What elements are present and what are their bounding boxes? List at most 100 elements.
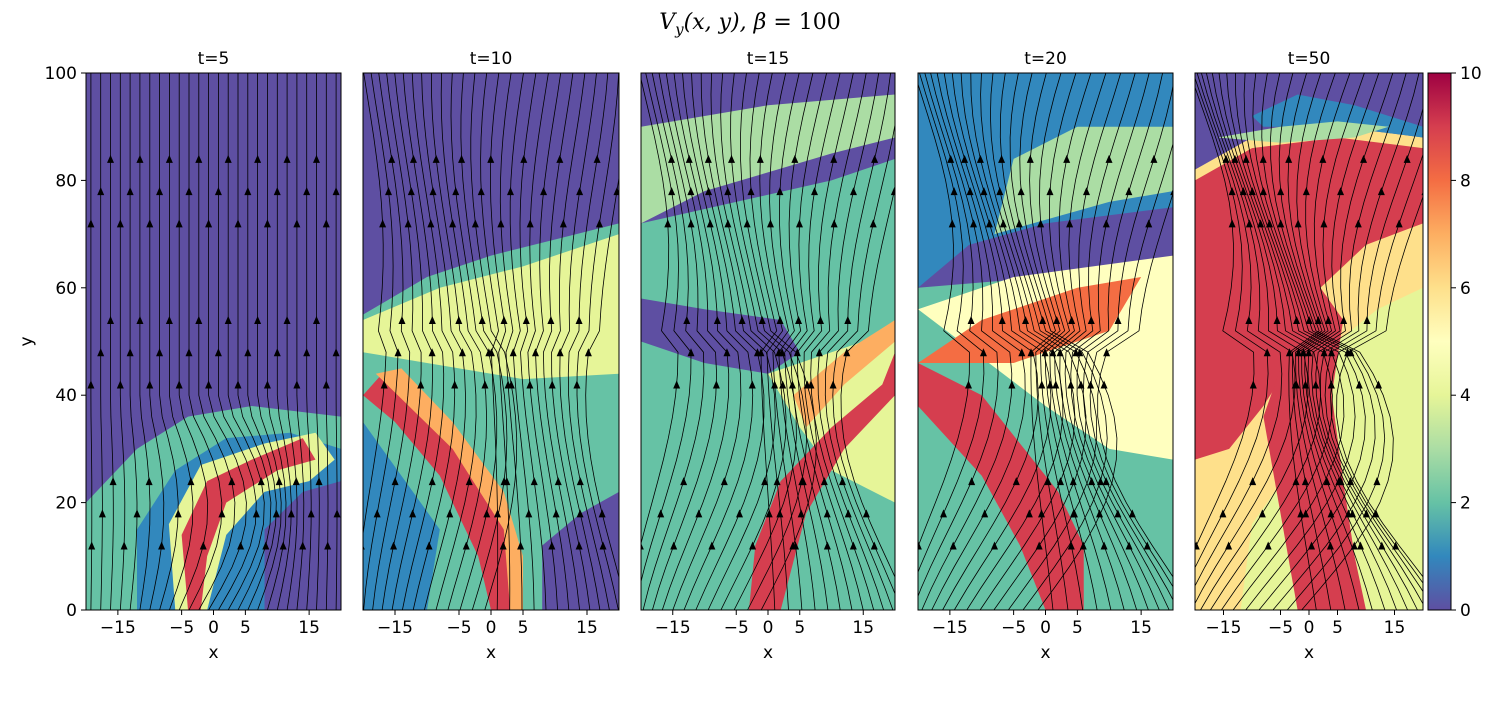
streamline-arrow — [116, 219, 124, 228]
streamline-arrow — [458, 348, 466, 357]
streamlines — [641, 73, 895, 610]
colorbar-tick-label: 8 — [1460, 171, 1471, 191]
streamline-arrow — [965, 380, 973, 389]
streamline-arrow — [761, 477, 769, 486]
streamline-arrow — [554, 477, 562, 486]
streamline-arrow — [595, 219, 603, 228]
streamline-arrow — [1344, 348, 1352, 357]
streamline-arrow — [708, 541, 716, 550]
streamline-arrow — [948, 219, 956, 228]
streamline-arrow — [275, 477, 283, 486]
streamline-arrow — [146, 219, 154, 228]
streamline-arrow — [175, 219, 183, 228]
streamline-arrow — [1373, 477, 1381, 486]
streamline-arrow — [520, 154, 528, 163]
streamline-arrow — [1285, 348, 1293, 357]
streamline-arrow — [736, 509, 744, 518]
streamline — [576, 73, 619, 610]
streamline-arrow — [1326, 541, 1334, 550]
y-tick-label: 0 — [66, 601, 77, 621]
streamline-arrow — [1219, 509, 1227, 518]
streamline-arrow — [462, 541, 470, 550]
streamline-arrow — [283, 316, 291, 325]
streamline-arrow — [1008, 380, 1016, 389]
streamline-arrow — [1340, 316, 1348, 325]
streamline-arrow — [526, 219, 534, 228]
streamline-arrow — [799, 477, 807, 486]
streamline — [391, 73, 434, 610]
streamline-arrow — [1294, 219, 1302, 228]
streamline-arrow — [843, 348, 851, 357]
streamline-arrow — [687, 219, 695, 228]
streamline-arrow — [765, 509, 773, 518]
x-tick-label: 0 — [1304, 618, 1315, 638]
streamline-arrow — [446, 509, 454, 518]
streamline-arrow — [1067, 380, 1075, 389]
streamline-arrow — [890, 187, 895, 196]
streamline-arrow — [109, 477, 117, 486]
streamline-arrow — [723, 348, 731, 357]
streamline-arrow — [823, 541, 831, 550]
streamline-arrow — [1347, 477, 1355, 486]
streamline-arrow — [380, 380, 388, 389]
streamline-arrow — [613, 187, 619, 196]
streamline-arrow — [1292, 380, 1300, 389]
streamline — [440, 73, 488, 610]
streamline-arrow — [224, 316, 232, 325]
streamline-arrow — [1312, 380, 1320, 389]
streamline-arrow — [996, 187, 1004, 196]
streamline-arrow — [455, 316, 463, 325]
streamline-arrow — [244, 348, 252, 357]
heatmap-region — [542, 491, 619, 610]
x-tick-label: −15 — [655, 618, 691, 638]
streamline-arrow — [1327, 380, 1335, 389]
heatmap-region — [168, 432, 335, 610]
streamline-arrow — [1102, 219, 1110, 228]
streamline-arrow — [390, 541, 398, 550]
streamline — [817, 73, 884, 610]
streamline-arrow — [756, 154, 764, 163]
streamline-arrow — [1222, 154, 1230, 163]
streamline — [1044, 73, 1098, 610]
streamline-arrow — [776, 187, 784, 196]
streamline-arrow — [947, 154, 955, 163]
streamline-arrow — [1076, 348, 1084, 357]
x-tick-label: 0 — [763, 618, 774, 638]
streamline — [1195, 73, 1296, 605]
streamline-arrow — [950, 187, 958, 196]
streamline — [306, 73, 312, 610]
streamline-arrow — [1066, 219, 1074, 228]
streamline — [208, 73, 247, 610]
streamline-arrow — [743, 219, 751, 228]
streamline — [1298, 73, 1360, 610]
streamline-arrow — [332, 348, 340, 357]
streamline-arrow — [1038, 380, 1046, 389]
y-tick-label: 20 — [55, 494, 77, 514]
streamline-arrow — [1245, 316, 1253, 325]
x-tick-label: −5 — [446, 618, 471, 638]
colorbar-tick-label: 0 — [1460, 601, 1471, 621]
streamline-arrow — [1087, 380, 1095, 389]
streamline-arrow — [1320, 348, 1328, 357]
streamline-arrow — [1320, 219, 1328, 228]
streamline — [778, 73, 816, 610]
streamline-arrow — [830, 154, 838, 163]
x-axis-label: x — [1040, 643, 1050, 663]
streamline-arrow — [1277, 187, 1285, 196]
streamline-arrow — [185, 348, 193, 357]
streamline-arrow — [332, 187, 340, 196]
streamline — [720, 73, 797, 610]
streamline — [960, 73, 1064, 610]
x-tick-label: 15 — [1130, 618, 1152, 638]
streamline — [1039, 73, 1084, 610]
streamline-arrow — [1403, 154, 1411, 163]
streamline — [749, 73, 778, 610]
streamline-arrow — [547, 316, 555, 325]
streamline-arrow — [449, 219, 457, 228]
streamline-arrow — [1128, 509, 1136, 518]
streamline — [918, 73, 985, 574]
streamline-arrow — [1012, 477, 1020, 486]
streamline-arrow — [559, 219, 567, 228]
streamline-arrow — [312, 154, 320, 163]
